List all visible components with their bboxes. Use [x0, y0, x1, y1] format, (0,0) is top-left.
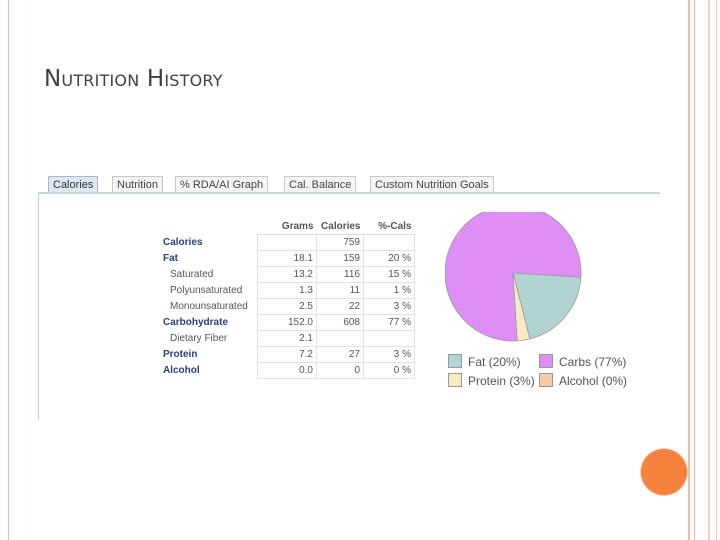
pct-cell: 3 %	[363, 346, 415, 363]
decorative-circle	[641, 449, 687, 495]
legend-item-carbs: Carbs (77%)	[539, 354, 626, 370]
calories-cell: 159	[316, 250, 364, 267]
calories-pie-chart	[445, 212, 582, 342]
pct-cell: 3 %	[363, 298, 415, 315]
calories-cell: 608	[316, 314, 364, 331]
calories-cell: 27	[316, 346, 364, 363]
table-row: Saturated 13.2 116 15 %	[160, 266, 415, 283]
tab-rda-graph[interactable]: % RDA/AI Graph	[175, 176, 269, 194]
calories-table: Grams Calories %-Cals Calories 759 Fat 18.1…	[160, 218, 415, 379]
table-header-blank	[160, 218, 258, 235]
table-row: Dietary Fiber 2.1	[160, 330, 415, 347]
table-row: Monounsaturated 2.5 22 3 %	[160, 298, 415, 315]
grams-cell: 13.2	[257, 266, 317, 283]
row-label: Alcohol	[163, 365, 200, 376]
table-row: Fat 18.1 159 20 %	[160, 250, 415, 267]
legend-label: Carbs (77%)	[559, 355, 627, 369]
nutrition-app-panel: Calories Nutrition % RDA/AI Graph Cal. B…	[38, 174, 662, 420]
pct-cell: 1 %	[363, 282, 415, 299]
legend-label: Protein (3%)	[468, 374, 535, 388]
grams-cell: 2.1	[257, 330, 317, 347]
calories-cell: 116	[316, 266, 364, 283]
column-header-pct-cals: %-Cals	[363, 218, 415, 235]
calories-cell: 22	[316, 298, 364, 315]
grams-cell: 2.5	[257, 298, 317, 315]
row-label: Polyunsaturated	[170, 285, 243, 296]
legend-item-protein: Protein (3%)	[448, 373, 535, 389]
calories-cell: 11	[316, 282, 364, 299]
legend-item-alcohol: Alcohol (0%)	[539, 373, 627, 389]
legend-swatch	[539, 354, 553, 368]
legend-label: Alcohol (0%)	[559, 374, 628, 388]
grams-cell	[257, 234, 317, 251]
grams-cell: 18.1	[257, 250, 317, 267]
legend-swatch	[539, 373, 553, 387]
legend-item-fat: Fat (20%)	[448, 354, 521, 370]
grams-cell: 7.2	[257, 346, 317, 363]
calories-cell: 759	[316, 234, 364, 251]
pie-slice-fat	[512, 272, 582, 340]
row-label: Dietary Fiber	[170, 333, 228, 344]
pct-cell: 0 %	[363, 362, 415, 379]
pct-cell	[363, 234, 415, 251]
calories-cell	[316, 330, 364, 347]
row-label: Calories	[163, 237, 203, 248]
row-label: Protein	[163, 349, 198, 360]
frame-line-right	[708, 0, 710, 540]
pct-cell: 20 %	[363, 250, 415, 267]
row-label: Monounsaturated	[170, 301, 248, 312]
column-header-calories: Calories	[316, 218, 364, 235]
legend-label: Fat (20%)	[468, 355, 521, 369]
table-row: Protein 7.2 27 3 %	[160, 346, 415, 363]
legend-swatch	[448, 373, 462, 387]
table-row: Polyunsaturated 1.3 11 1 %	[160, 282, 415, 299]
table-row: Calories 759	[160, 234, 415, 251]
pct-cell: 15 %	[363, 266, 415, 283]
column-header-grams: Grams	[257, 218, 317, 235]
grams-cell: 152.0	[257, 314, 317, 331]
table-row: Alcohol 0.0 0 0 %	[160, 362, 415, 379]
slide-title: Nutrition History	[44, 66, 223, 92]
tab-nutrition[interactable]: Nutrition	[112, 176, 163, 194]
pie-slice-protein	[512, 272, 531, 342]
frame-line-left	[8, 0, 9, 540]
pct-cell	[363, 330, 415, 347]
pct-cell: 77 %	[363, 314, 415, 331]
tab-divider	[38, 192, 660, 194]
grams-cell: 0.0	[257, 362, 317, 379]
row-label: Saturated	[170, 269, 214, 280]
row-label: Fat	[163, 253, 178, 264]
row-label: Carbohydrate	[163, 317, 229, 328]
panel-border	[38, 194, 39, 420]
legend-swatch	[448, 354, 462, 368]
table-row: Carbohydrate 152.0 608 77 %	[160, 314, 415, 331]
calories-cell: 0	[316, 362, 364, 379]
frame-line-right	[694, 0, 695, 540]
frame-line-right	[716, 0, 717, 540]
table-body: Calories 759 Fat 18.1 159 20 % Saturated 13.2 11…	[160, 234, 415, 379]
frame-line-right	[688, 0, 690, 540]
grams-cell: 1.3	[257, 282, 317, 299]
